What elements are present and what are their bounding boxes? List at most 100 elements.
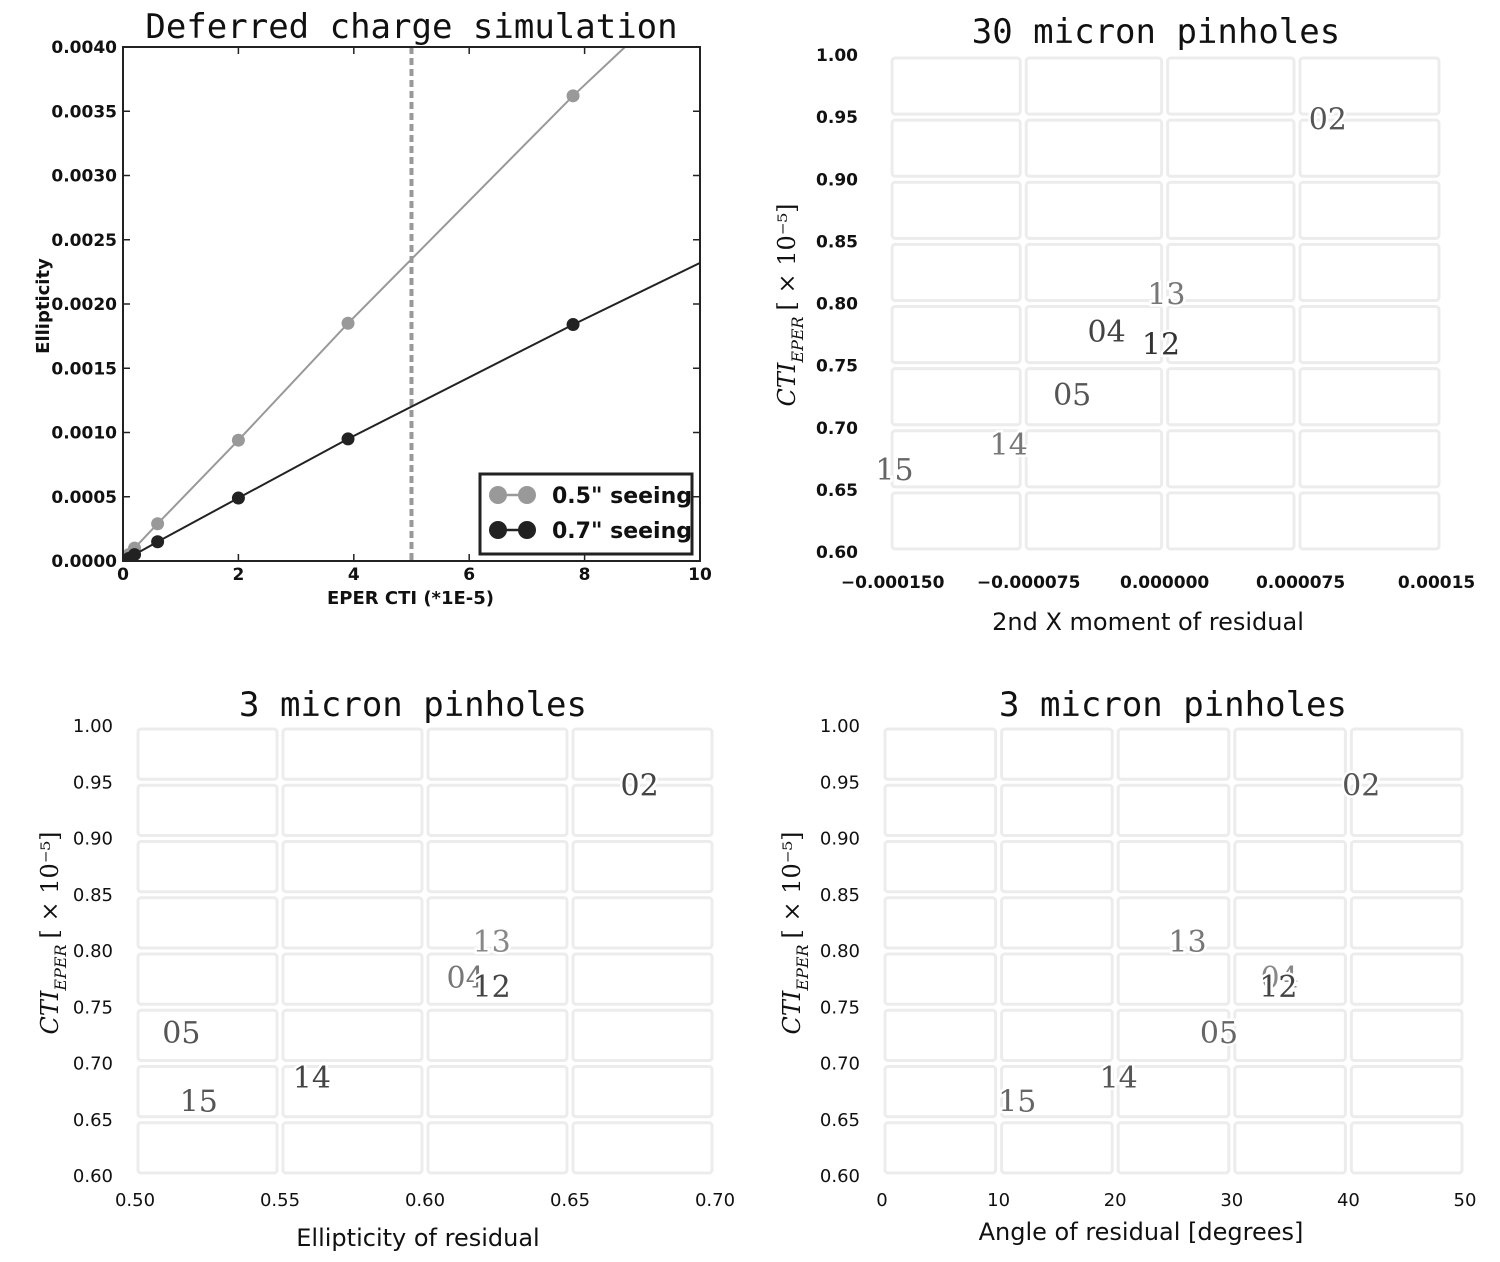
point-label-02: 02 bbox=[1342, 769, 1380, 804]
y-axis-label-unit: [ × 10⁻⁵] bbox=[36, 832, 64, 939]
y-tick-label: 0.60 bbox=[816, 543, 858, 563]
chart-title: 3 micron pinholes bbox=[999, 685, 1347, 725]
point-label-12: 12 bbox=[473, 970, 511, 1005]
grid-cell bbox=[890, 491, 1022, 551]
grid-cells bbox=[136, 727, 714, 1175]
grid-cell bbox=[1024, 56, 1164, 116]
grid-cell bbox=[883, 952, 998, 1006]
y-axis-label: CTIEPER [ × 10⁻⁵] bbox=[773, 204, 807, 407]
x-tick-label: 0 bbox=[876, 1190, 887, 1211]
x-tick-label: 40 bbox=[1337, 1190, 1360, 1211]
grid-cell bbox=[890, 242, 1022, 302]
y-tick-label: 0.65 bbox=[73, 1110, 113, 1131]
grid-cell bbox=[1024, 118, 1164, 178]
data-point bbox=[231, 491, 245, 505]
grid-cell bbox=[1000, 783, 1114, 837]
y-tick-label: 0.65 bbox=[816, 481, 858, 501]
grid-cell bbox=[1349, 727, 1464, 781]
grid-cell bbox=[883, 1121, 998, 1175]
data-point bbox=[341, 316, 355, 330]
grid-cells bbox=[890, 56, 1441, 551]
point-label-04: 04 bbox=[1261, 961, 1299, 996]
grid-cell bbox=[136, 783, 279, 837]
grid-cell bbox=[571, 952, 714, 1006]
grid-cell bbox=[1166, 491, 1296, 551]
grid-cell bbox=[1116, 840, 1231, 894]
y-tick-label: 0.0005 bbox=[51, 488, 117, 508]
x-tick-label: 0.000075 bbox=[1256, 573, 1345, 593]
x-tick-label: 50 bbox=[1454, 1190, 1477, 1211]
x-axis-label: Ellipticity of residual bbox=[296, 1224, 539, 1252]
grid-cell bbox=[1166, 367, 1296, 427]
chart-title: 30 micron pinholes bbox=[972, 12, 1340, 52]
x-tick-label: 6 bbox=[463, 565, 475, 585]
point-label-13: 13 bbox=[1147, 278, 1185, 313]
y-tick-label: 0.60 bbox=[820, 1166, 860, 1187]
y-axis-label-main: CTI bbox=[36, 990, 64, 1034]
y-axis-label: CTIEPER [ × 10⁻⁵] bbox=[36, 832, 70, 1035]
grid-cell bbox=[281, 952, 424, 1006]
grid-cell bbox=[136, 1065, 279, 1119]
grid-cell bbox=[281, 1008, 424, 1062]
grid-cell bbox=[883, 727, 998, 781]
series-group bbox=[123, 47, 700, 561]
y-tick-label: 0.0020 bbox=[51, 295, 117, 315]
legend-marker bbox=[518, 486, 536, 504]
legend: 0.5" seeing 0.7" seeing bbox=[478, 472, 694, 556]
plot-frame bbox=[122, 46, 701, 562]
grid-cell bbox=[1166, 180, 1296, 240]
y-tick-label: 0.0035 bbox=[51, 102, 117, 122]
x-axis-label: Angle of residual [degrees] bbox=[979, 1218, 1304, 1246]
grid-cell bbox=[883, 1065, 998, 1119]
grid-cell bbox=[1024, 367, 1164, 427]
grid-cell bbox=[1116, 1065, 1231, 1119]
y-tick-label: 0.75 bbox=[73, 997, 113, 1018]
y-tick-label: 0.0000 bbox=[51, 552, 117, 572]
grid-cell bbox=[281, 1121, 424, 1175]
y-tick-label: 0.0025 bbox=[51, 231, 117, 251]
y-tick-label: 0.75 bbox=[820, 997, 860, 1018]
point-label-12: 12 bbox=[1142, 327, 1180, 362]
grid-cell bbox=[1233, 896, 1347, 950]
legend-box bbox=[478, 472, 694, 556]
grid-cell bbox=[1000, 1008, 1114, 1062]
y-tick-label: 1.00 bbox=[820, 716, 860, 737]
x-tick-label: 0.50 bbox=[115, 1190, 155, 1211]
x-tick-label: 20 bbox=[1104, 1190, 1127, 1211]
grid-cell bbox=[1000, 952, 1114, 1006]
grid-cell bbox=[1116, 952, 1231, 1006]
point-label-02: 02 bbox=[1309, 102, 1347, 137]
grid-cell bbox=[1166, 56, 1296, 116]
x-axis-label: 2nd X moment of residual bbox=[992, 608, 1304, 636]
grid-cell bbox=[890, 118, 1022, 178]
x-tick-label: 0.60 bbox=[405, 1190, 445, 1211]
y-axis-label-main: CTI bbox=[778, 990, 806, 1034]
grid-cell bbox=[1116, 1121, 1231, 1175]
grid-cell bbox=[571, 1121, 714, 1175]
grid-cell bbox=[426, 952, 569, 1006]
grid-cell bbox=[571, 727, 714, 781]
point-label-14: 14 bbox=[1100, 1061, 1138, 1096]
y-tick-label: 0.95 bbox=[820, 772, 860, 793]
grid-cell bbox=[136, 1121, 279, 1175]
grid-cell bbox=[281, 783, 424, 837]
grid-cell bbox=[1298, 305, 1441, 365]
y-axis-label-sub: EPER bbox=[793, 944, 812, 991]
y-tick-label: 0.90 bbox=[816, 170, 858, 190]
grid-cell bbox=[1166, 118, 1296, 178]
grid-cell bbox=[883, 840, 998, 894]
x-tick-label: 0 bbox=[117, 565, 129, 585]
point-label-04: 04 bbox=[447, 961, 485, 996]
y-tick-label: 0.80 bbox=[816, 295, 858, 315]
grid-cell bbox=[426, 896, 569, 950]
grid-cell bbox=[890, 180, 1022, 240]
grid-cell bbox=[1000, 1121, 1114, 1175]
grid-cell bbox=[1349, 1008, 1464, 1062]
x-tick-label: 30 bbox=[1220, 1190, 1243, 1211]
grid-cell bbox=[890, 305, 1022, 365]
point-label-14: 14 bbox=[293, 1061, 331, 1096]
grid-cell bbox=[281, 727, 424, 781]
grid-cell bbox=[1233, 952, 1347, 1006]
x-tick-label: 0.00015 bbox=[1398, 573, 1475, 593]
y-tick-label: 0.70 bbox=[73, 1054, 113, 1075]
